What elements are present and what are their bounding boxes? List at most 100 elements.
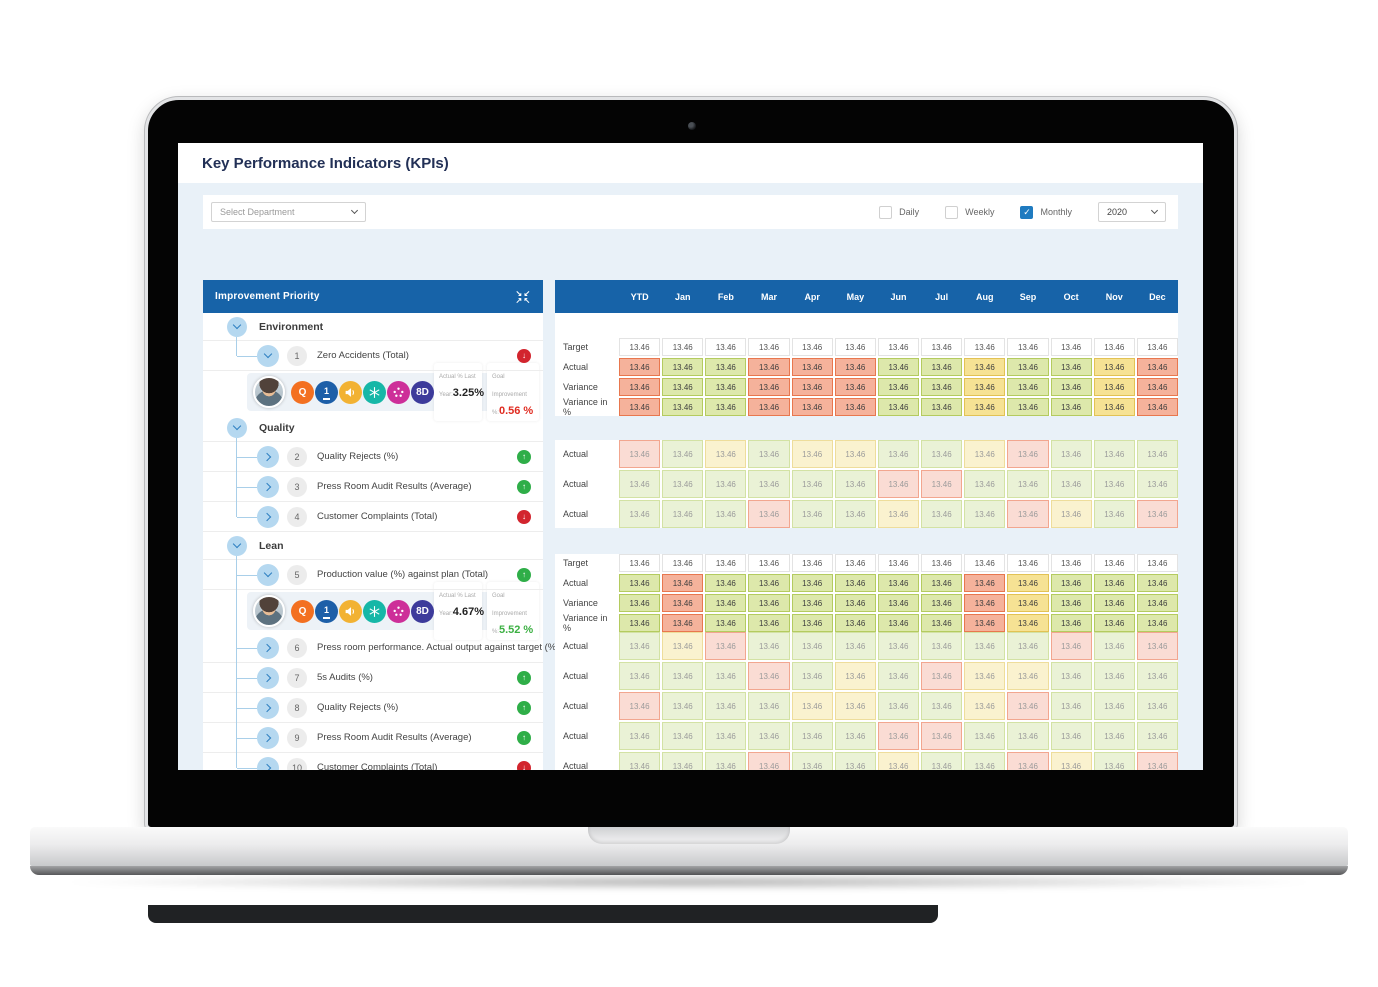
table-cell: 13.46	[964, 358, 1006, 376]
chevron-right-icon[interactable]	[257, 636, 279, 659]
table-cell: 13.46	[748, 614, 790, 632]
table-cell: 13.46	[1050, 338, 1092, 356]
table-cell: 13.46	[705, 500, 747, 528]
table-cell: 13.46	[662, 614, 704, 632]
table-cell: 13.46	[791, 398, 833, 416]
kpi-row-8[interactable]: 8 Quality Rejects (%) ↑	[203, 693, 543, 723]
chevron-right-icon[interactable]	[257, 696, 279, 719]
kpi-row-10[interactable]: 10 Customer Complaints (Total) ↓	[203, 753, 543, 770]
table-cell: 13.46	[921, 662, 963, 690]
kpi-number: 2	[287, 446, 307, 467]
table-cell: 13.46	[877, 378, 920, 396]
table-cell: 13.46	[662, 722, 704, 750]
table-cell: 13.46	[834, 338, 876, 356]
year-select[interactable]: 2020	[1098, 202, 1166, 222]
table-cell: 13.46	[619, 338, 661, 356]
kpi-row-6[interactable]: 6 Press room performance. Actual output a…	[203, 633, 591, 663]
table-cell: 13.46	[1050, 470, 1092, 498]
table-cell: 13.46	[834, 358, 876, 376]
chevron-down-icon[interactable]	[257, 344, 279, 367]
actual-last-year-stat: Actual % Last Year:4.67%	[434, 582, 484, 640]
table-cell: 13.46	[705, 632, 747, 660]
chevron-down-icon[interactable]	[257, 563, 279, 586]
category-row-quality[interactable]: Quality	[203, 414, 543, 442]
eight-d-badge-icon[interactable]: 8D	[411, 380, 434, 404]
chevron-right-icon[interactable]	[257, 505, 279, 528]
improvement-priority-panel: Improvement Priority ↘ ↙ ↗ ↖ Environment 1 Ze…	[203, 280, 591, 770]
priority-one-badge-icon[interactable]: 1	[315, 599, 338, 623]
chevron-right-icon[interactable]	[257, 726, 279, 749]
snowflake-badge-icon[interactable]	[363, 599, 386, 623]
table-cell: 13.46	[748, 574, 790, 592]
eight-d-badge-icon[interactable]: 8D	[411, 599, 434, 623]
table-cell: 13.46	[834, 692, 876, 720]
megaphone-badge-icon[interactable]	[339, 599, 362, 623]
table-cell: 13.46	[791, 662, 833, 690]
checkbox-unchecked-icon[interactable]	[879, 205, 893, 219]
chevron-right-icon[interactable]	[257, 756, 279, 770]
table-cell: 13.46	[1093, 378, 1135, 396]
chevron-down-icon[interactable]	[227, 535, 247, 556]
table-cell: 13.46	[705, 398, 747, 416]
kpi-row-7[interactable]: 7 5s Audits (%) ↑	[203, 663, 543, 693]
table-cell: 13.46	[964, 752, 1006, 770]
table-cell: 13.46	[619, 358, 661, 376]
table-cell: 13.46	[921, 358, 963, 376]
collapse-panel-icon[interactable]: ↘ ↙ ↗ ↖	[515, 288, 531, 305]
laptop-screen-content: Key Performance Indicators (KPIs) Select…	[178, 143, 1203, 770]
category-row-lean[interactable]: Lean	[203, 532, 543, 560]
filter-bar: Select Department Daily Weekly ✓ Monthly 20…	[203, 195, 1178, 229]
table-cell: 13.46	[1093, 398, 1135, 416]
table-cell: 13.46	[1007, 440, 1049, 468]
column-header-mar: Mar	[761, 291, 778, 302]
chevron-right-icon[interactable]	[257, 445, 279, 468]
kpi-row-4[interactable]: 4 Customer Complaints (Total) ↓	[203, 502, 543, 532]
table-cell: 13.46	[921, 692, 963, 720]
filter-checkbox-weekly[interactable]: Weekly	[945, 205, 995, 219]
table-cell: 13.46	[1007, 338, 1049, 356]
snowflake-badge-icon[interactable]	[363, 380, 386, 404]
filter-checkbox-daily[interactable]: Daily	[879, 205, 919, 219]
checkbox-unchecked-icon[interactable]	[945, 205, 959, 219]
kpi-row-2[interactable]: 2 Quality Rejects (%) ↑	[203, 442, 543, 472]
row-label: Actual	[555, 440, 617, 468]
chevron-right-icon[interactable]	[257, 475, 279, 498]
quality-badge-icon[interactable]: Q	[291, 380, 314, 404]
chevron-down-icon[interactable]	[227, 417, 247, 438]
actual-last-year-stat: Actual % Last Year:3.25%	[434, 363, 484, 421]
chevron-right-icon[interactable]	[257, 666, 279, 689]
table-cell: 13.46	[921, 752, 963, 770]
quality-badge-icon[interactable]: Q	[291, 599, 314, 623]
kpi-row-1[interactable]: 1 Zero Accidents (Total) ↓	[203, 341, 543, 371]
actual-last-year-label: Actual % Last Year:	[439, 593, 476, 617]
kpi-label: Press Room Audit Results (Average)	[317, 481, 472, 492]
priority-one-badge-icon[interactable]: 1	[315, 380, 338, 404]
megaphone-badge-icon[interactable]	[339, 380, 362, 404]
table-cell: 13.46	[791, 692, 833, 720]
category-row-environment[interactable]: Environment	[203, 313, 543, 341]
table-cell: 13.46	[1136, 358, 1178, 376]
scatter-badge-icon[interactable]	[387, 380, 410, 404]
filter-checkbox-monthly[interactable]: ✓ Monthly	[1020, 205, 1072, 219]
checkbox-checked-icon[interactable]: ✓	[1020, 205, 1034, 219]
table-cell: 13.46	[1136, 500, 1178, 528]
kpi-row-9[interactable]: 9 Press Room Audit Results (Average) ↑	[203, 723, 543, 753]
filter-checkbox-label: Weekly	[965, 207, 995, 217]
table-cell: 13.46	[662, 358, 704, 376]
kpi-stats: Actual % Last Year:4.67% Goal Improvement…	[434, 582, 540, 640]
chevron-down-icon[interactable]	[227, 316, 247, 337]
kpi-row-3[interactable]: 3 Press Room Audit Results (Average) ↑	[203, 472, 543, 502]
table-cell: 13.46	[662, 500, 704, 528]
table-cell: 13.46	[662, 440, 704, 468]
table-cell: 13.46	[1093, 338, 1135, 356]
table-cell: 13.46	[921, 594, 963, 612]
table-cell: 13.46	[619, 470, 661, 498]
scatter-badge-icon[interactable]	[387, 599, 410, 623]
kpi-label: Press Room Audit Results (Average)	[317, 732, 472, 743]
table-cell: 13.46	[619, 378, 661, 396]
department-select[interactable]: Select Department	[211, 202, 366, 222]
table-cell: 13.46	[662, 470, 704, 498]
table-cell: 13.46	[964, 440, 1006, 468]
table-block: Actual 13.46 13.46 13.46 13.46 13.46 13.46 13.4…	[555, 632, 1178, 770]
kpi-row-5[interactable]: 5 Production value (%) against plan (Tota…	[203, 560, 543, 590]
